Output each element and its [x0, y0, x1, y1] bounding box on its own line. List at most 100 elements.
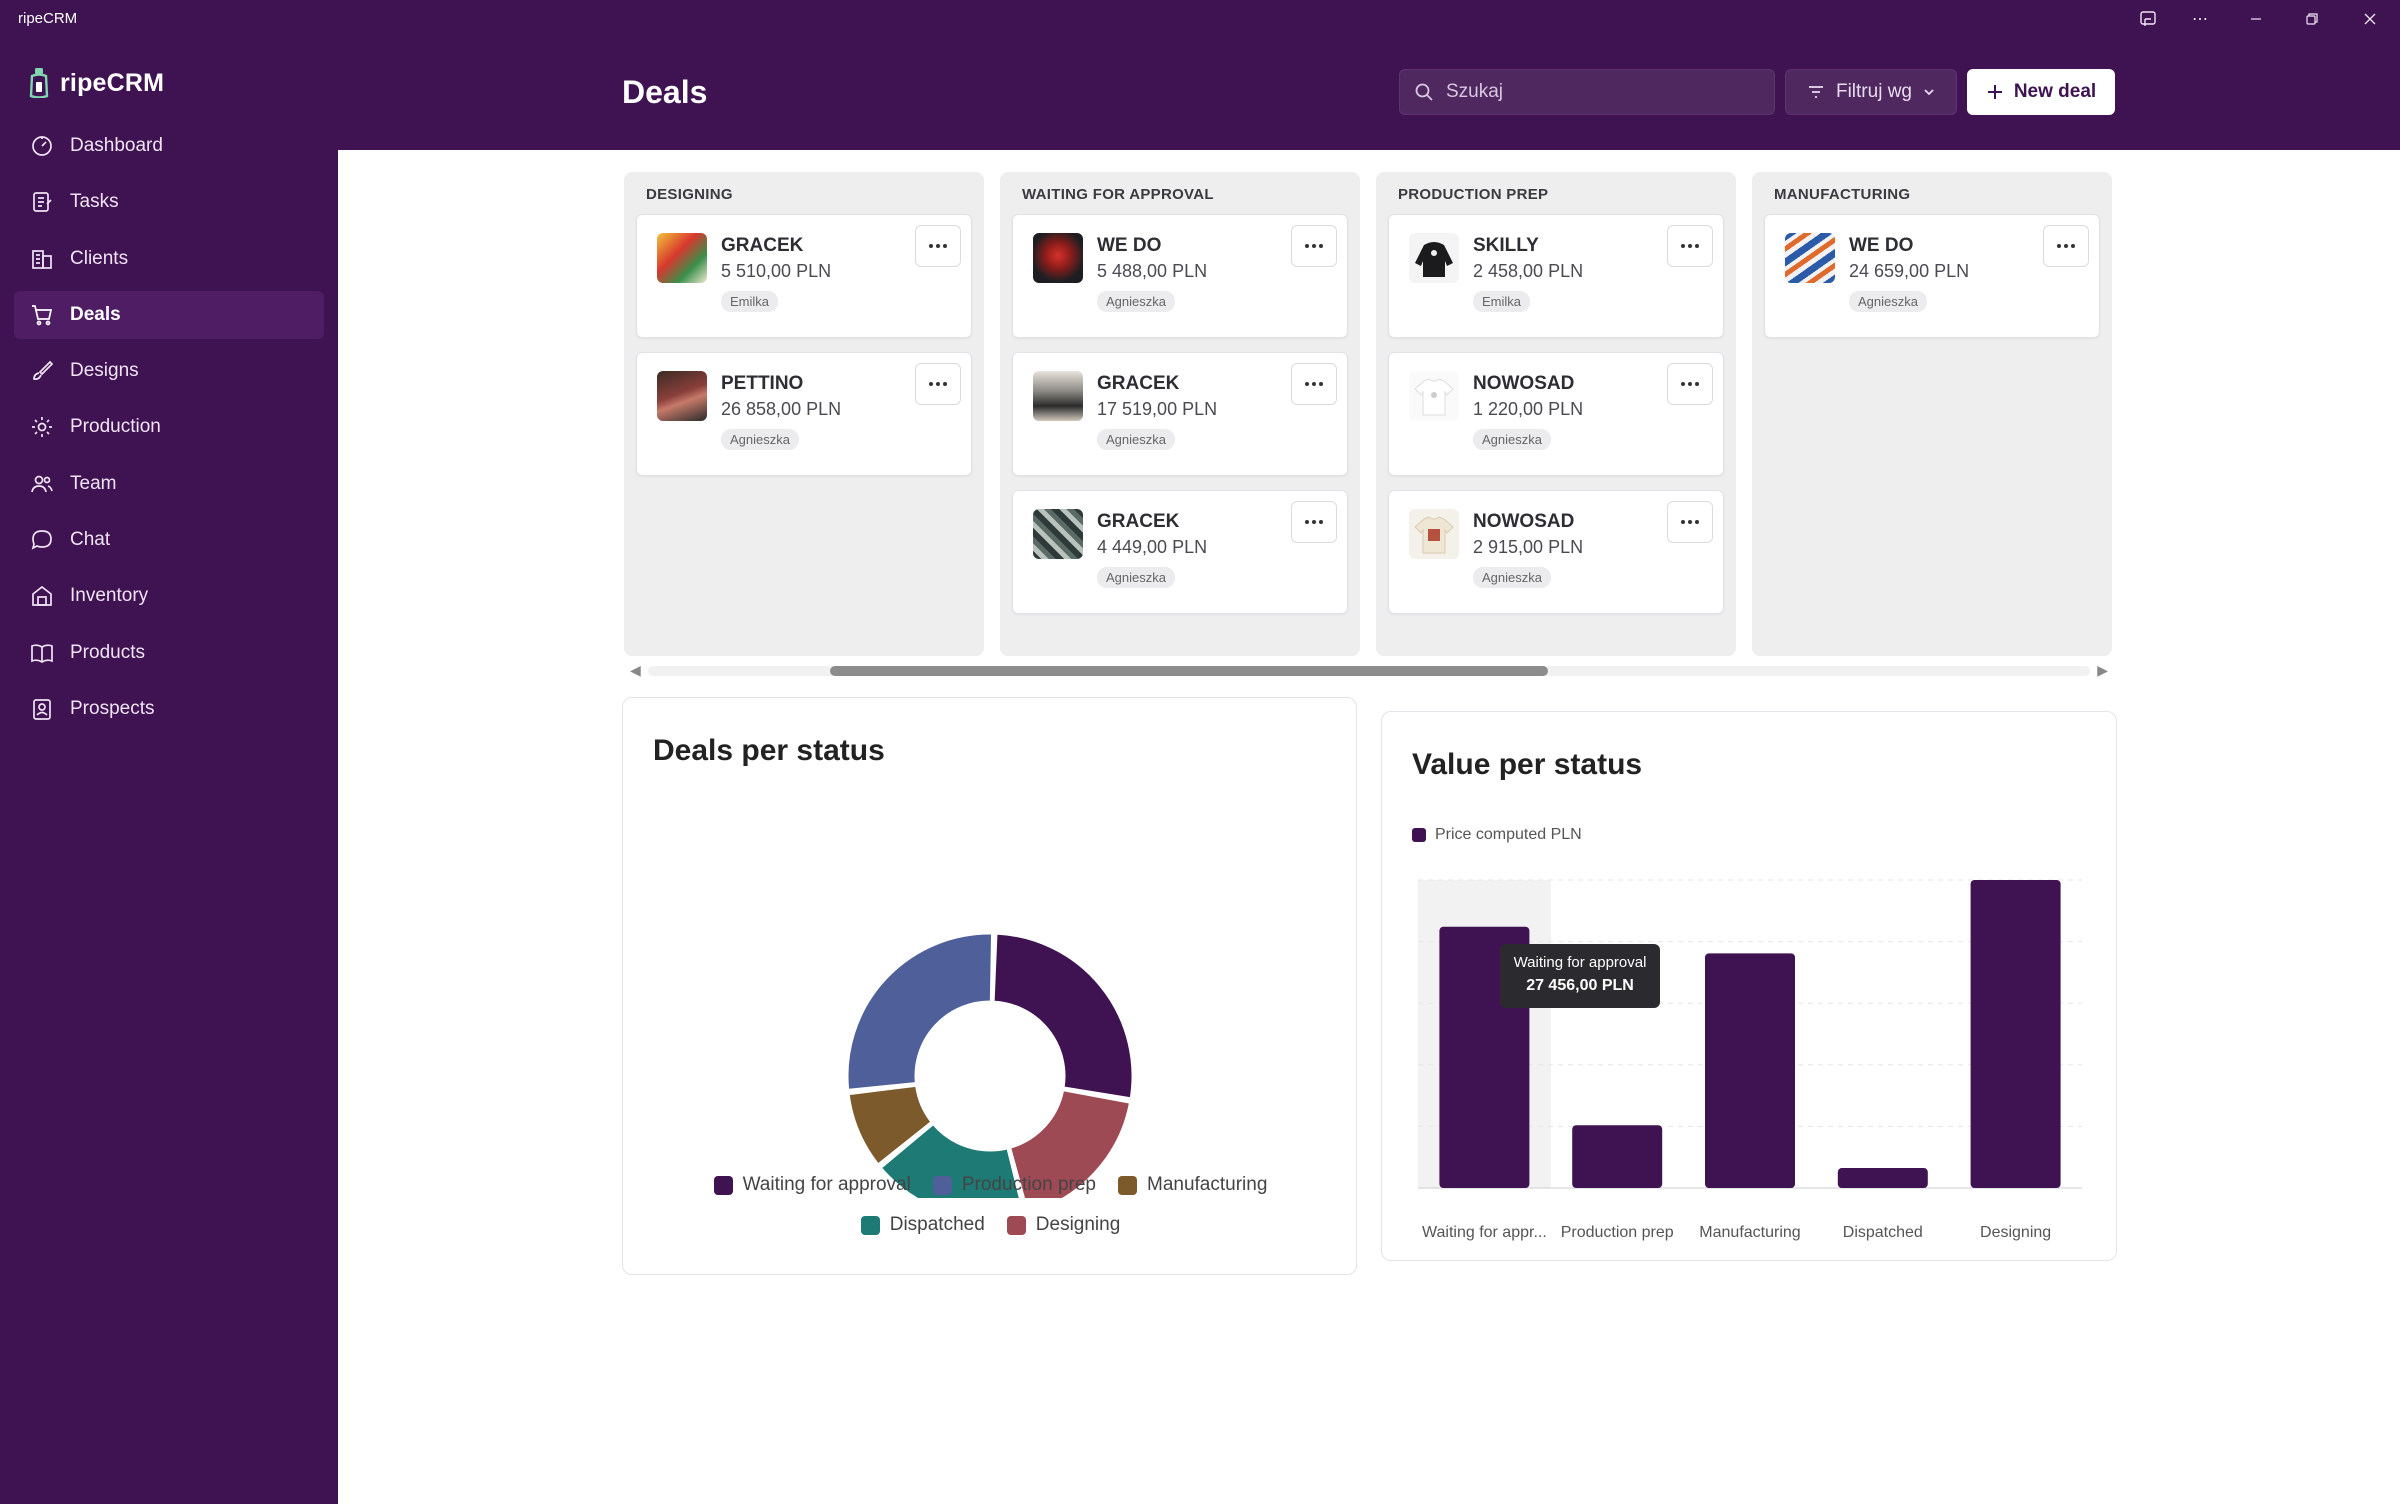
donut-chart [845, 931, 1135, 1198]
legend-item[interactable]: Dispatched [860, 1214, 985, 1236]
sidebar-item-inventory[interactable]: Inventory [14, 572, 324, 620]
page-header: Deals Filtruj wg New deal [338, 38, 2400, 150]
legend-item[interactable]: Waiting for approval [713, 1174, 911, 1196]
sidebar-item-deals[interactable]: Deals [14, 290, 324, 339]
search-box[interactable] [1399, 69, 1775, 115]
search-input[interactable] [1446, 81, 1746, 103]
value-per-status-card: Value per status Price computed PLN Wait… [1381, 711, 2117, 1261]
legend-label: Designing [1035, 1214, 1121, 1235]
deal-price: 5 488,00 PLN [1097, 261, 1208, 281]
legend-swatch [1412, 828, 1426, 842]
card-menu-button[interactable] [1667, 225, 1713, 267]
donut-slice-designing[interactable] [1007, 1087, 1133, 1198]
assignee-badge: Agnieszka [1097, 291, 1175, 312]
scroll-left-arrow-icon[interactable]: ◀ [630, 662, 641, 678]
deal-card[interactable]: WE DO 5 488,00 PLN Agnieszka [1012, 214, 1348, 338]
bar-production-prep[interactable] [1572, 1125, 1663, 1188]
card-menu-button[interactable] [1291, 363, 1337, 405]
sidebar-item-clients[interactable]: Clients [14, 235, 324, 283]
more-icon[interactable]: ⋯ [2192, 11, 2208, 28]
legend-label: Waiting for approval [742, 1174, 911, 1195]
chat-bubble-icon [31, 530, 52, 550]
window-title: ripeCRM [18, 10, 78, 27]
x-axis-label: Waiting for appr... [1421, 1224, 1547, 1241]
scroll-right-arrow-icon[interactable]: ▶ [2097, 662, 2108, 678]
assignee-badge: Emilka [721, 291, 779, 312]
deal-card[interactable]: NOWOSAD 1 220,00 PLN Agnieszka [1388, 352, 1724, 476]
people-icon [31, 475, 53, 492]
restore-icon[interactable] [2290, 6, 2334, 32]
deal-client: NOWOSAD [1473, 373, 1575, 394]
card-menu-button[interactable] [1291, 225, 1337, 267]
deal-thumbnail [1409, 371, 1459, 421]
ellipsis-icon [1681, 244, 1699, 248]
deal-price: 26 858,00 PLN [721, 399, 842, 419]
bar-manufacturing[interactable] [1705, 953, 1795, 1188]
card-menu-button[interactable] [915, 225, 961, 267]
tooltip-value: 27 456,00 PLN [1526, 977, 1634, 994]
legend-item[interactable]: Manufacturing [1118, 1174, 1267, 1196]
legend-item[interactable]: Designing [1006, 1214, 1121, 1236]
deal-price: 2 458,00 PLN [1473, 261, 1584, 281]
cast-icon[interactable] [2126, 6, 2170, 32]
bar-chart [1418, 879, 2082, 1189]
filter-button[interactable]: Filtruj wg [1785, 69, 1957, 115]
card-menu-button[interactable] [915, 363, 961, 405]
sidebar-item-label: Dashboard [70, 135, 163, 156]
deal-client: GRACEK [721, 235, 804, 256]
sidebar-item-products[interactable]: Products [14, 629, 324, 677]
sidebar-nav: Dashboard Tasks Clients Deals Designs Pr… [14, 122, 324, 741]
sidebar-item-label: Clients [70, 247, 129, 269]
ellipsis-icon [929, 244, 947, 248]
scrollbar-thumb[interactable] [830, 666, 1548, 676]
contact-badge-icon [33, 699, 51, 720]
deal-card[interactable]: SKILLY 2 458,00 PLN Emilka [1388, 214, 1724, 338]
deal-card[interactable]: NOWOSAD 2 915,00 PLN Agnieszka [1388, 490, 1724, 614]
bar-legend[interactable]: Price computed PLN [1412, 826, 1582, 844]
building-icon [32, 249, 52, 269]
brush-icon [33, 360, 54, 381]
sidebar-item-production[interactable]: Production [14, 403, 324, 451]
deal-client: GRACEK [1097, 373, 1180, 394]
board-scrollbar[interactable]: ◀ ▶ [624, 656, 2114, 680]
sidebar-item-tasks[interactable]: Tasks [14, 178, 324, 226]
sidebar-item-chat[interactable]: Chat [14, 516, 324, 564]
sidebar-item-team[interactable]: Team [14, 460, 324, 508]
close-icon[interactable] [2348, 6, 2392, 32]
donut-slice-waiting-for-approval[interactable] [991, 931, 1135, 1101]
card-menu-button[interactable] [1667, 363, 1713, 405]
card-menu-button[interactable] [2043, 225, 2089, 267]
deal-price: 2 915,00 PLN [1473, 537, 1584, 557]
assignee-badge: Agnieszka [1473, 567, 1551, 588]
brand-name: ripeCRM [60, 68, 165, 97]
deal-thumbnail [1409, 233, 1459, 283]
legend-item[interactable]: Production prep [932, 1174, 1096, 1196]
sidebar-item-prospects[interactable]: Prospects [14, 685, 324, 733]
deal-client: NOWOSAD [1473, 511, 1575, 532]
chart-title: Value per status [1412, 748, 1643, 781]
brand[interactable]: ripeCRM [28, 68, 164, 98]
donut-slice-production-prep[interactable] [845, 931, 995, 1093]
deal-client: SKILLY [1473, 235, 1539, 256]
deal-card[interactable]: GRACEK 4 449,00 PLN Agnieszka [1012, 490, 1348, 614]
card-menu-button[interactable] [1291, 501, 1337, 543]
legend-label: Price computed PLN [1435, 826, 1582, 843]
deal-card[interactable]: GRACEK 17 519,00 PLN Agnieszka [1012, 352, 1348, 476]
bar-dispatched[interactable] [1837, 1168, 1928, 1188]
minimize-icon[interactable] [2234, 6, 2278, 32]
donut-slice-dispatched[interactable] [878, 1121, 1024, 1198]
card-menu-button[interactable] [1667, 501, 1713, 543]
ellipsis-icon [1681, 520, 1699, 524]
deal-card[interactable]: PETTINO 26 858,00 PLN Agnieszka [636, 352, 972, 476]
deal-price: 24 659,00 PLN [1849, 261, 1970, 281]
bar-designing[interactable] [1970, 880, 2061, 1188]
deal-card[interactable]: WE DO 24 659,00 PLN Agnieszka [1764, 214, 2100, 338]
deal-card[interactable]: GRACEK 5 510,00 PLN Emilka [636, 214, 972, 338]
donut-slice-manufacturing[interactable] [846, 1083, 935, 1168]
bottle-logo-icon [29, 68, 49, 98]
new-deal-button[interactable]: New deal [1967, 69, 2115, 115]
new-deal-label: New deal [2013, 81, 2097, 102]
sidebar-item-dashboard[interactable]: Dashboard [14, 122, 324, 170]
warehouse-icon [32, 586, 52, 607]
sidebar-item-designs[interactable]: Designs [14, 347, 324, 395]
